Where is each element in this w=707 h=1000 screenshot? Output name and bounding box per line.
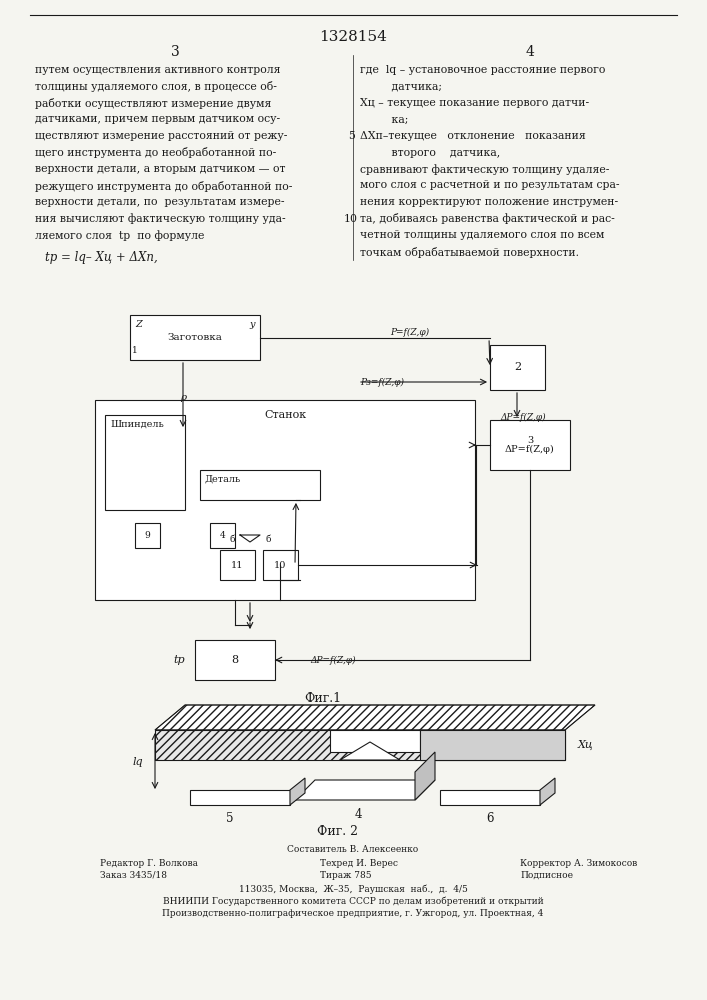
Text: Составитель В. Алексеенко: Составитель В. Алексеенко — [287, 845, 419, 854]
Polygon shape — [440, 790, 540, 805]
Text: Корректор А. Зимокосов: Корректор А. Зимокосов — [520, 859, 637, 868]
Polygon shape — [330, 730, 420, 752]
Text: Тираж 785: Тираж 785 — [320, 871, 372, 880]
Text: tр: tр — [173, 655, 185, 665]
Text: 6: 6 — [486, 812, 493, 825]
Text: ляемого слоя  tр  по формуле: ляемого слоя tр по формуле — [35, 230, 204, 241]
Text: 2: 2 — [514, 362, 521, 372]
Text: датчика;: датчика; — [360, 82, 442, 92]
Text: 1: 1 — [132, 346, 138, 355]
Text: Pз=f(Z,φ): Pз=f(Z,φ) — [360, 377, 404, 387]
Text: 4: 4 — [354, 808, 362, 821]
Bar — [263, 550, 298, 580]
Text: б: б — [229, 536, 235, 544]
Text: щего инструмента до необработанной по-: щего инструмента до необработанной по- — [35, 147, 276, 158]
Polygon shape — [420, 730, 565, 760]
Text: Техред И. Верес: Техред И. Верес — [320, 859, 398, 868]
Text: ρ: ρ — [180, 393, 186, 402]
Text: Шпиндель: Шпиндель — [110, 420, 164, 429]
Text: ΔP=f(Z,φ): ΔP=f(Z,φ) — [500, 412, 546, 422]
Bar — [210, 523, 235, 548]
Text: четной толщины удаляемого слоя по всем: четной толщины удаляемого слоя по всем — [360, 230, 604, 240]
Text: 10: 10 — [344, 214, 358, 224]
Text: 5: 5 — [348, 131, 355, 141]
Text: Фиг. 2: Фиг. 2 — [317, 825, 358, 838]
Text: 3: 3 — [527, 436, 533, 445]
Bar — [200, 470, 320, 500]
Text: Деталь: Деталь — [205, 475, 241, 484]
Polygon shape — [190, 790, 290, 805]
Text: Редактор Г. Волкова: Редактор Г. Волкова — [100, 859, 198, 868]
Text: второго    датчика,: второго датчика, — [360, 147, 501, 157]
Text: верхности детали, по  результатам измере-: верхности детали, по результатам измере- — [35, 197, 284, 207]
Bar — [490, 345, 545, 390]
Text: где  lq – установочное расстояние первого: где lq – установочное расстояние первого — [360, 65, 605, 75]
Text: Заказ 3435/18: Заказ 3435/18 — [100, 871, 167, 880]
Bar — [105, 415, 185, 510]
Bar — [490, 420, 570, 470]
Text: Заготовка: Заготовка — [168, 333, 223, 342]
Text: Z: Z — [135, 320, 141, 329]
Text: верхности детали, а вторым датчиком — от: верхности детали, а вторым датчиком — от — [35, 164, 286, 174]
Polygon shape — [290, 778, 305, 805]
Text: 11: 11 — [231, 560, 244, 570]
Polygon shape — [540, 778, 555, 805]
Polygon shape — [155, 705, 595, 730]
Text: 1328154: 1328154 — [319, 30, 387, 44]
Text: датчиками, причем первым датчиком осу-: датчиками, причем первым датчиком осу- — [35, 114, 280, 124]
Text: работки осуществляют измерение двумя: работки осуществляют измерение двумя — [35, 98, 271, 109]
Bar — [195, 640, 275, 680]
Text: y: y — [250, 320, 255, 329]
Text: ΔP=f(Z,φ): ΔP=f(Z,φ) — [310, 655, 356, 665]
Text: Фиг.1: Фиг.1 — [305, 692, 341, 705]
Text: 10: 10 — [274, 560, 286, 570]
Bar — [95, 400, 475, 600]
Text: P=f(Z,φ): P=f(Z,φ) — [390, 327, 429, 337]
Text: режущего инструмента до обработанной по-: режущего инструмента до обработанной по- — [35, 180, 293, 192]
Text: lq: lq — [132, 757, 143, 767]
Text: Производственно-полиграфическое предприятие, г. Ужгород, ул. Проектная, 4: Производственно-полиграфическое предприя… — [163, 909, 544, 918]
Text: ВНИИПИ Государственного комитета СССР по делам изобретений и открытий: ВНИИПИ Государственного комитета СССР по… — [163, 897, 544, 906]
Polygon shape — [340, 742, 400, 760]
Text: 5: 5 — [226, 812, 234, 825]
Text: сравнивают фактическую толщину удаляе-: сравнивают фактическую толщину удаляе- — [360, 164, 609, 175]
Text: 9: 9 — [145, 531, 151, 540]
Text: Подписное: Подписное — [520, 871, 573, 880]
Bar — [130, 315, 260, 360]
Text: 4: 4 — [220, 531, 226, 540]
Text: ΔXп–текущее   отклонение   показания: ΔXп–текущее отклонение показания — [360, 131, 586, 141]
Text: tр = lq– Xц + ΔXп,: tр = lq– Xц + ΔXп, — [45, 250, 158, 263]
Text: Xц – текущее показание первого датчи-: Xц – текущее показание первого датчи- — [360, 98, 589, 108]
Text: ΔP=f(Z,φ): ΔP=f(Z,φ) — [505, 445, 555, 454]
Text: мого слоя с расчетной и по результатам сра-: мого слоя с расчетной и по результатам с… — [360, 180, 619, 190]
Text: Станок: Станок — [264, 410, 306, 420]
Text: б: б — [265, 536, 271, 544]
Text: 113035, Москва,  Ж–35,  Раушская  наб.,  д.  4/5: 113035, Москва, Ж–35, Раушская наб., д. … — [238, 885, 467, 894]
Text: толщины удаляемого слоя, в процессе об-: толщины удаляемого слоя, в процессе об- — [35, 82, 277, 93]
Text: 3: 3 — [170, 45, 180, 59]
Text: 4: 4 — [525, 45, 534, 59]
Text: 8: 8 — [231, 655, 238, 665]
Text: путем осуществления активного контроля: путем осуществления активного контроля — [35, 65, 281, 75]
Text: нения корректируют положение инструмен-: нения корректируют положение инструмен- — [360, 197, 618, 207]
Text: ния вычисляют фактическую толщину уда-: ния вычисляют фактическую толщину уда- — [35, 214, 286, 224]
Text: Xц: Xц — [578, 740, 594, 750]
Polygon shape — [415, 752, 435, 800]
Text: ка;: ка; — [360, 114, 409, 124]
Polygon shape — [155, 730, 565, 760]
Text: та, добиваясь равенства фактической и рас-: та, добиваясь равенства фактической и ра… — [360, 214, 615, 225]
Bar — [135, 523, 160, 548]
Polygon shape — [295, 780, 435, 800]
Bar — [220, 550, 255, 580]
Text: точкам обрабатываемой поверхности.: точкам обрабатываемой поверхности. — [360, 246, 579, 257]
Text: ществляют измерение расстояний от режу-: ществляют измерение расстояний от режу- — [35, 131, 287, 141]
